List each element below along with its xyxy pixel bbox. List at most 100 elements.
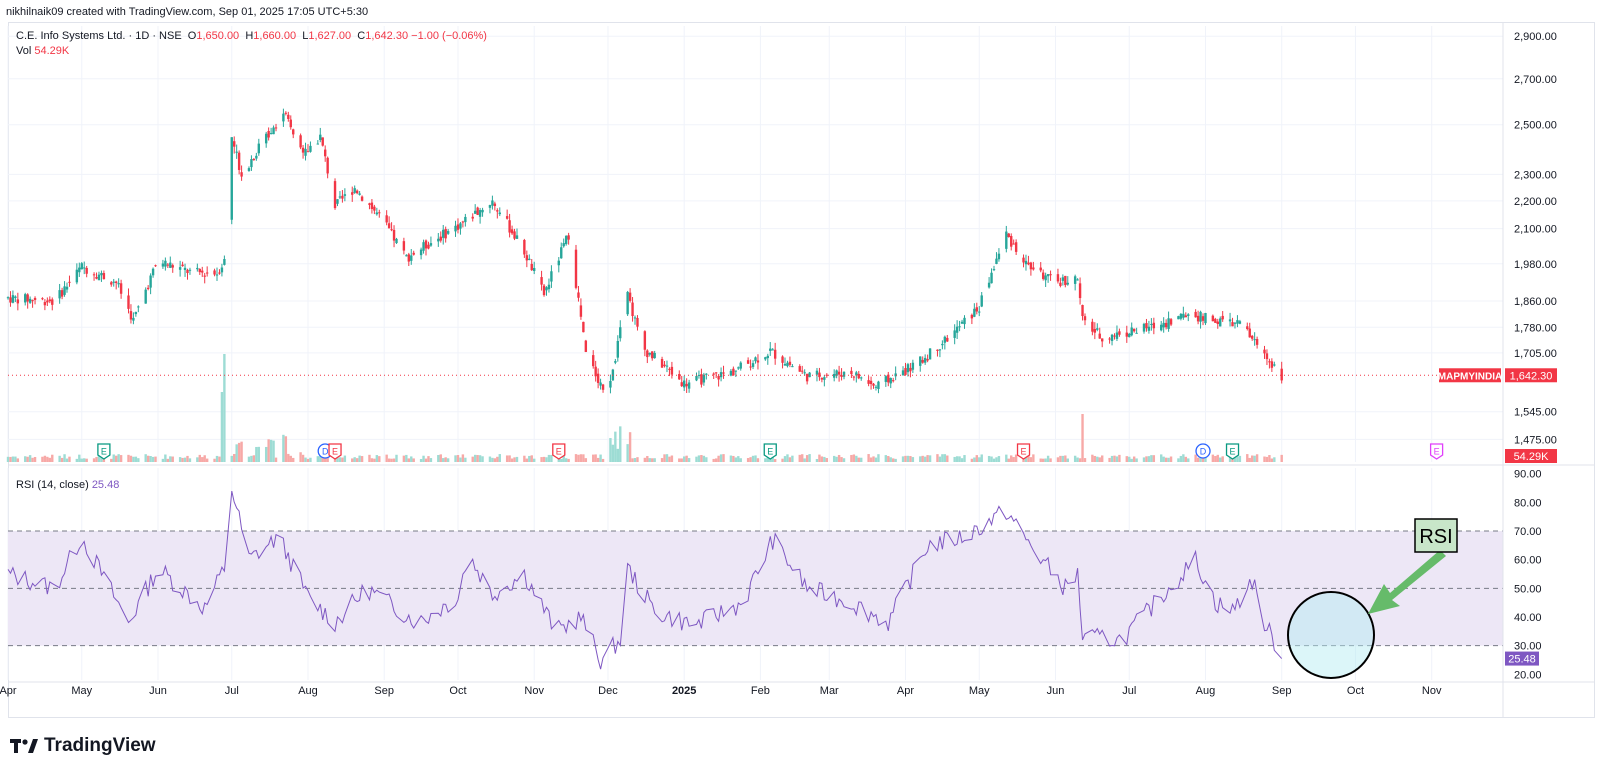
candle-body <box>427 244 430 249</box>
candle-body <box>1199 311 1202 322</box>
volume-bar <box>737 456 740 462</box>
candle-body <box>144 289 147 304</box>
rsi-tick-label: 40.00 <box>1514 612 1542 624</box>
candle-body <box>137 306 140 308</box>
volume-bar <box>523 455 526 462</box>
candle-body <box>114 281 118 283</box>
volume-bar <box>407 458 410 462</box>
volume-bar <box>835 456 838 462</box>
volume-bar <box>901 456 905 462</box>
volume-bar <box>186 455 189 462</box>
volume-bar <box>41 456 44 462</box>
volume-bar <box>1066 458 1069 462</box>
event-marker-label: E <box>1230 447 1236 457</box>
volume-bar <box>1049 458 1052 462</box>
time-tick-label: Jul <box>225 685 239 697</box>
tradingview-logo[interactable]: TradingView <box>10 735 156 757</box>
volume-bar <box>562 454 565 462</box>
volume-bar <box>1108 457 1111 462</box>
candle-body <box>301 147 305 153</box>
volume-bar <box>582 454 585 462</box>
symbol-legend: C.E. Info Systems Ltd. · 1D · NSE O1,650… <box>16 30 487 42</box>
volume-bar <box>1142 457 1146 462</box>
volume-bar <box>1113 455 1116 462</box>
volume-bar <box>739 458 742 462</box>
volume-bar <box>852 454 856 462</box>
volume-bar <box>1007 458 1010 462</box>
volume-bar <box>114 455 118 462</box>
volume-bar <box>1012 457 1015 462</box>
volume-bar <box>788 457 792 462</box>
volume-bar <box>746 458 750 462</box>
volume-bar <box>1219 457 1222 462</box>
volume-bar <box>473 454 477 462</box>
volume-bar <box>1255 454 1259 462</box>
price-tick-label: 2,300.00 <box>1514 169 1557 181</box>
volume-bar <box>459 457 462 462</box>
candle-body <box>1083 316 1087 321</box>
candle-body <box>877 381 880 389</box>
volume-bar <box>599 454 602 462</box>
volume-bar <box>1056 457 1060 462</box>
candle-body <box>719 372 723 378</box>
candle-body <box>894 373 897 377</box>
volume-bar <box>1216 454 1219 462</box>
candle-body <box>729 370 733 376</box>
candle-body <box>547 284 551 290</box>
candle-body <box>309 145 312 152</box>
volume-bar <box>368 454 371 462</box>
volume-bar <box>1010 455 1013 462</box>
candle-body <box>48 299 52 302</box>
candle-body <box>746 360 750 364</box>
candle-body <box>764 357 767 360</box>
candle-body <box>220 267 224 273</box>
volume-bar <box>887 456 890 462</box>
volume-bar <box>358 455 361 462</box>
ohlc-close: C1,642.30 <box>357 30 409 42</box>
candle-body <box>1128 333 1131 338</box>
volume-bar <box>461 454 465 462</box>
candle-body <box>791 366 794 368</box>
volume-bar <box>1179 455 1183 462</box>
volume-bar <box>609 438 612 462</box>
candle-body <box>975 307 978 312</box>
time-tick-label: May <box>71 685 92 697</box>
volume-bar <box>560 458 563 462</box>
candle-body <box>1073 276 1077 284</box>
volume-bar <box>928 455 932 462</box>
volume-bar <box>215 455 219 462</box>
candle-body <box>850 370 853 375</box>
candle-body <box>560 247 563 259</box>
volume-bar <box>592 454 595 462</box>
candle-body <box>1044 275 1047 281</box>
candle-body <box>697 374 701 376</box>
volume-bar <box>284 436 288 462</box>
volume-bar <box>791 455 794 462</box>
earnings-marker <box>1016 443 1031 460</box>
candle-body <box>1024 260 1028 265</box>
volume-bar <box>1093 455 1097 462</box>
volume-bar <box>9 456 12 462</box>
volume-bar <box>545 457 548 462</box>
volume-bar <box>1135 458 1138 462</box>
candle-body <box>533 268 536 272</box>
volume-bar <box>134 456 138 462</box>
time-tick-label: Aug <box>1196 685 1216 697</box>
candle-body <box>732 368 735 376</box>
candle-body <box>953 330 956 338</box>
volume-label: Vol <box>16 45 32 57</box>
volume-bar <box>616 448 620 462</box>
volume-bar <box>46 456 49 462</box>
candle-body <box>751 363 755 367</box>
candle-body <box>1263 349 1266 354</box>
candle-body <box>1196 315 1200 322</box>
candle-body <box>670 366 674 375</box>
price-tick-label: 2,200.00 <box>1514 196 1557 208</box>
rsi-tick-label: 60.00 <box>1514 555 1542 567</box>
volume-bar <box>943 454 947 462</box>
candle-body <box>1160 324 1163 331</box>
volume-bar <box>803 458 806 462</box>
candle-body <box>557 260 560 266</box>
candle-body <box>594 366 597 377</box>
